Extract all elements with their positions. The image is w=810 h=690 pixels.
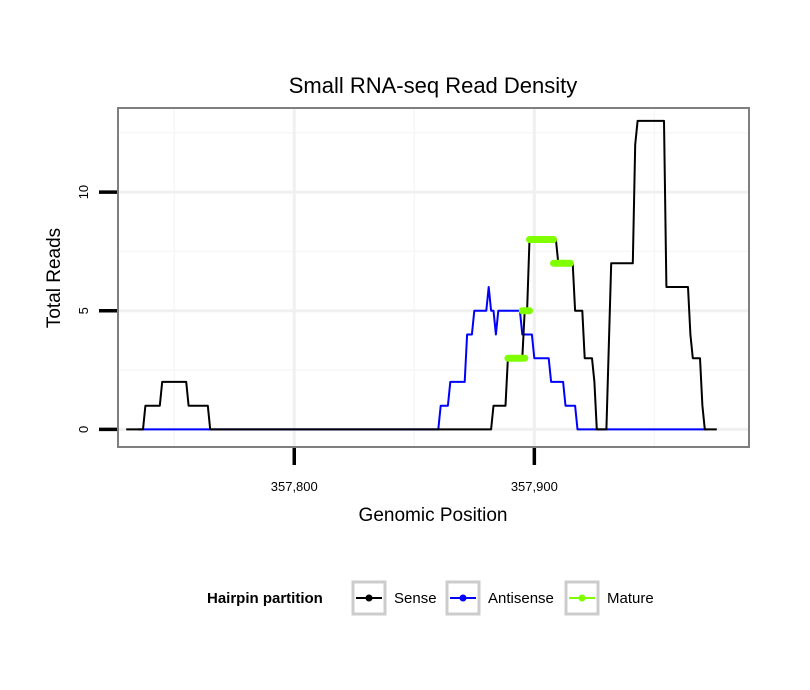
x-tick-label: 357,900 (511, 479, 558, 494)
y-axis-title: Total Reads (44, 228, 65, 328)
y-tick-label: 10 (76, 185, 91, 199)
plot-series (126, 119, 717, 431)
legend-key-point (578, 594, 586, 602)
x-axis-title: Genomic Position (359, 505, 508, 526)
legend-label-sense: Sense (394, 590, 437, 607)
x-axis: 357,800 357,900 (271, 448, 558, 494)
series-line-antisense (138, 286, 708, 431)
x-tick-label: 357,800 (271, 479, 318, 494)
y-tick-label: 0 (76, 426, 91, 433)
series-line-sense (126, 119, 717, 431)
chart-title: Small RNA-seq Read Density (289, 73, 578, 98)
y-axis: 0 5 10 (76, 185, 117, 433)
legend: Hairpin partition Sense Antisense Mature (207, 580, 654, 616)
plot-panel (117, 107, 750, 448)
y-tick-label: 5 (76, 307, 91, 314)
legend-label-antisense: Antisense (488, 590, 554, 607)
legend-label-mature: Mature (607, 590, 654, 607)
legend-title: Hairpin partition (207, 590, 323, 607)
legend-key-point (365, 594, 373, 602)
legend-key-point (459, 594, 467, 602)
